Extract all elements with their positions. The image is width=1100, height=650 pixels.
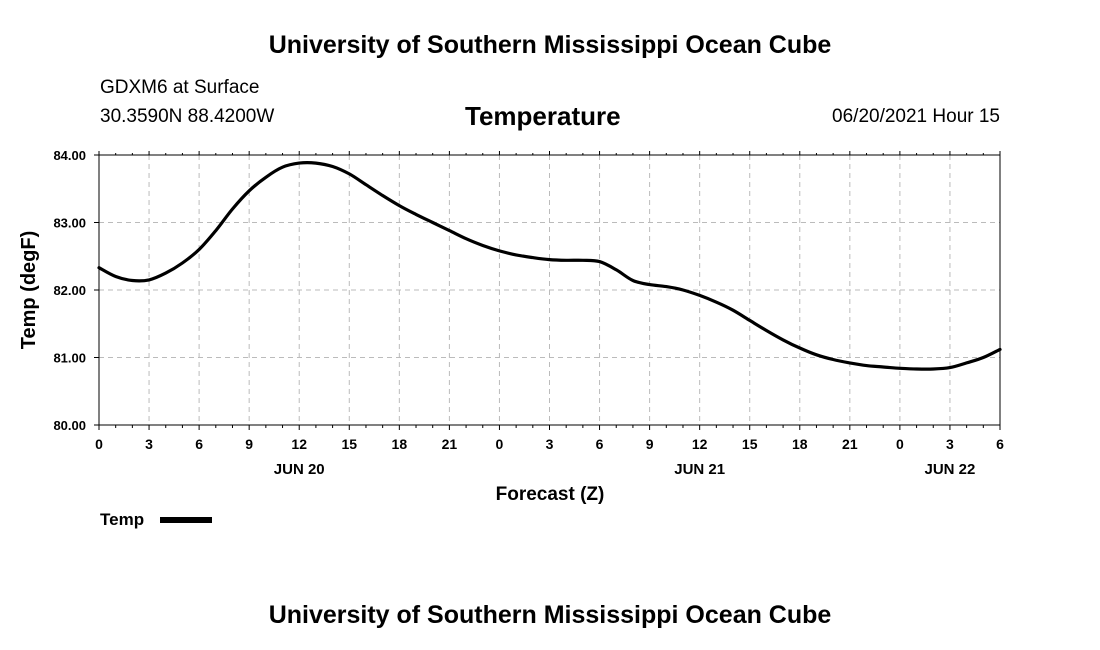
x-tick-label: 6 <box>195 436 203 452</box>
x-tick-label: 12 <box>692 436 708 452</box>
x-tick-label: 0 <box>896 436 904 452</box>
legend-label-temp: Temp <box>100 510 144 529</box>
x-tick-label: 6 <box>996 436 1004 452</box>
day-label: JUN 21 <box>674 461 725 478</box>
coordinates-label: 30.3590N 88.4200W <box>100 106 275 127</box>
y-tick-label: 83.00 <box>53 216 86 231</box>
forecast-datetime: 06/20/2021 Hour 15 <box>832 106 1000 127</box>
x-tick-label: 21 <box>442 436 458 452</box>
y-axis-label: Temp (degF) <box>18 231 40 350</box>
x-tick-label: 0 <box>496 436 504 452</box>
day-label: JUN 20 <box>274 461 325 478</box>
x-tick-label: 18 <box>792 436 808 452</box>
top-title: University of Southern Mississippi Ocean… <box>268 31 832 59</box>
label-layer: 80.00 81.00 82.00 83.00 84.00 0 3 6 9 12 15 18 21 0 3 6… <box>53 148 1004 478</box>
x-tick-label: 9 <box>646 436 654 452</box>
y-tick-label: 80.00 <box>53 418 86 433</box>
bottom-title: University of Southern Mississippi Ocean… <box>268 601 832 629</box>
y-tick-label: 81.00 <box>53 351 86 366</box>
y-tick-label: 82.00 <box>53 283 86 298</box>
x-tick-label: 3 <box>546 436 554 452</box>
x-tick-label: 3 <box>946 436 954 452</box>
x-tick-label: 3 <box>145 436 153 452</box>
x-tick-label: 9 <box>245 436 253 452</box>
series-line-temp <box>97 161 1002 371</box>
x-tick-label: 12 <box>291 436 307 452</box>
grid-layer <box>99 155 1000 425</box>
day-label: JUN 22 <box>925 461 976 478</box>
x-tick-label: 15 <box>742 436 758 452</box>
x-tick-label: 18 <box>392 436 408 452</box>
y-tick-label: 84.00 <box>53 148 86 163</box>
chart-title: Temperature <box>465 101 621 131</box>
x-tick-label: 15 <box>341 436 357 452</box>
station-label: GDXM6 at Surface <box>100 77 260 98</box>
x-tick-label: 0 <box>95 436 103 452</box>
x-tick-label: 21 <box>842 436 858 452</box>
tick-layer <box>94 151 1001 430</box>
x-tick-label: 6 <box>596 436 604 452</box>
x-axis-label: Forecast (Z) <box>496 484 605 505</box>
